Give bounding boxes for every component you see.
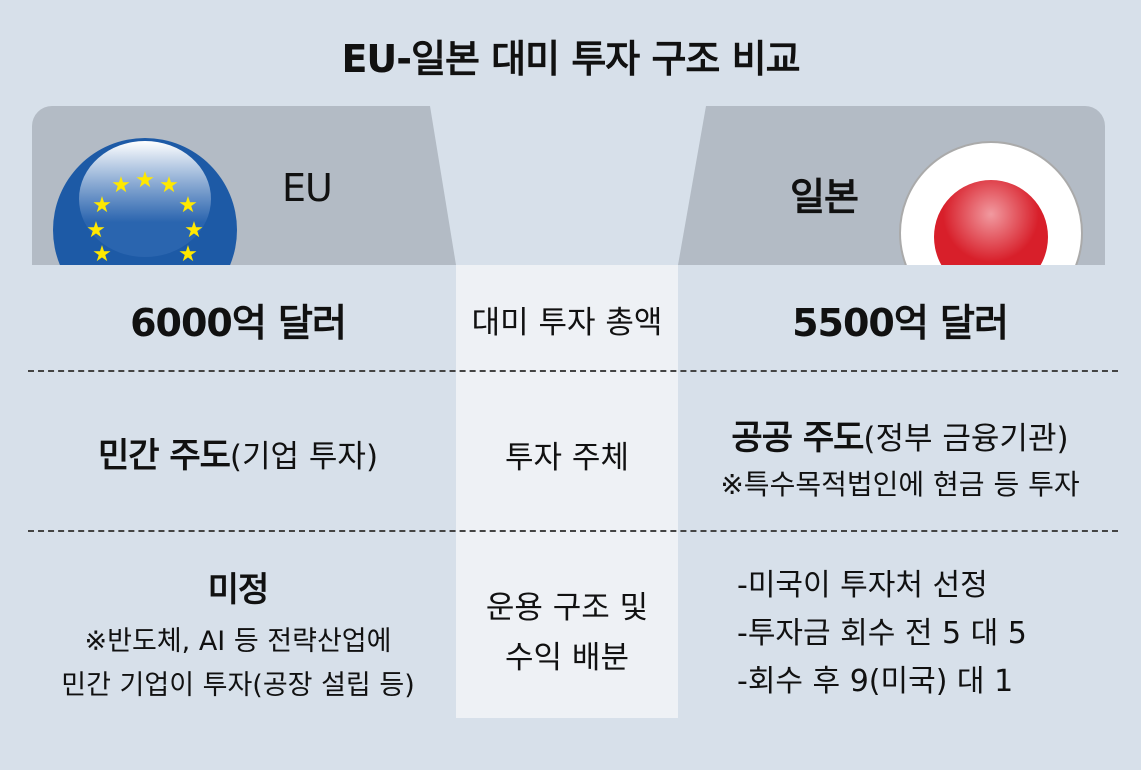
svg-text:★: ★: [86, 218, 106, 243]
row-label-subject: 투자 주체: [505, 440, 629, 476]
svg-text:★: ★: [159, 173, 179, 198]
divider: [28, 370, 1118, 372]
eu-structure-title: 미정: [207, 570, 270, 610]
japan-structure-list: -미국이 투자처 선정 -투자금 회수 전 5 대 5 -회수 후 9(미국) …: [737, 562, 1027, 706]
svg-text:★: ★: [135, 168, 155, 193]
japan-amount: 5500억 달러: [792, 301, 1009, 345]
row-label-structure-line1: 운용 구조 및: [485, 590, 649, 626]
japan-flag-icon: [898, 140, 1084, 265]
eu-subject-bold: 민간 주도: [97, 436, 231, 476]
center-column: [456, 265, 678, 718]
japan-structure-item: -투자금 회수 전 5 대 5: [737, 616, 1027, 651]
eu-subject: 민간 주도(기업 투자): [28, 428, 448, 477]
eu-label: EU: [282, 166, 333, 210]
japan-structure-item: -회수 후 9(미국) 대 1: [737, 664, 1014, 699]
eu-structure-notes: ※반도체, AI 등 전략산업에 민간 기업이 투자(공장 설립 등): [18, 620, 458, 708]
svg-text:★: ★: [92, 242, 112, 265]
row-label-total: 대미 투자 총액: [471, 305, 663, 341]
eu-amount: 6000억 달러: [130, 301, 347, 345]
japan-subject: 공공 주도(정부 금융기관): [680, 410, 1120, 459]
row-label-structure-line2: 수익 배분: [505, 640, 629, 676]
eu-subject-note: (기업 투자): [229, 439, 379, 475]
svg-text:★: ★: [178, 242, 198, 265]
svg-text:★: ★: [92, 193, 112, 218]
japan-structure-item: -미국이 투자처 선정: [737, 568, 988, 603]
svg-text:★: ★: [184, 218, 204, 243]
eu-structure-note: 민간 기업이 투자(공장 설립 등): [61, 670, 415, 701]
svg-text:★: ★: [111, 173, 131, 198]
japan-label: 일본: [790, 175, 859, 219]
eu-flag-icon: ★ ★ ★ ★ ★ ★ ★ ★ ★: [52, 137, 238, 265]
eu-structure-note: ※반도체, AI 등 전략산업에: [84, 626, 392, 657]
row-label-structure: 운용 구조 및 수익 배분: [456, 583, 678, 683]
svg-text:★: ★: [178, 193, 198, 218]
page-title: EU-일본 대미 투자 구조 비교: [341, 37, 800, 81]
japan-subject-sub: ※특수목적법인에 현금 등 투자: [720, 468, 1080, 501]
divider: [28, 530, 1118, 532]
japan-subject-bold: 공공 주도: [731, 418, 864, 458]
japan-subject-note: (정부 금융기관): [863, 421, 1069, 457]
